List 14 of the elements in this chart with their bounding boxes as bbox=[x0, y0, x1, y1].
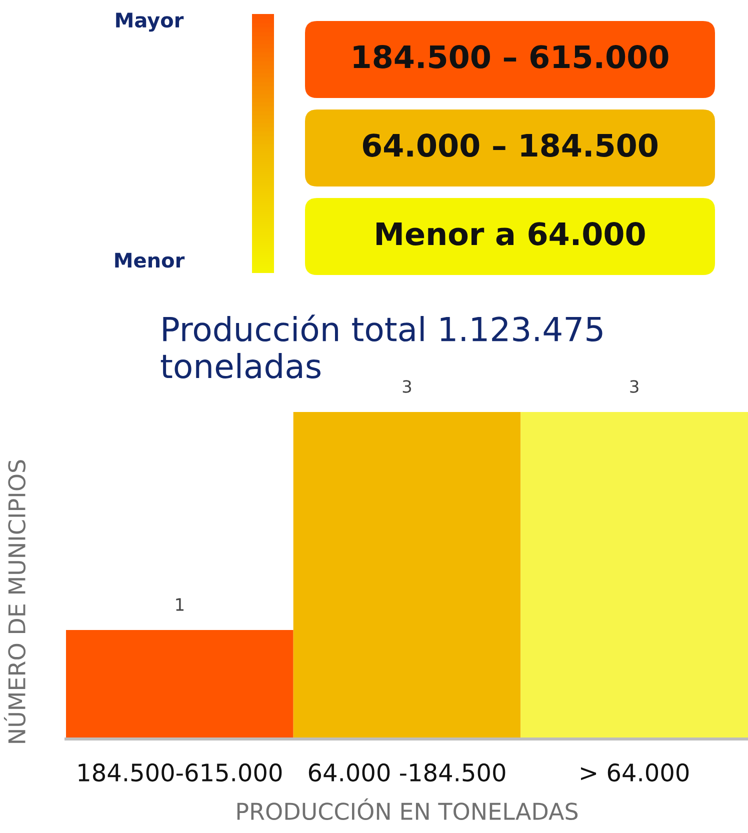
data-label: 3 bbox=[630, 380, 638, 393]
text: Mayor bbox=[116, 12, 184, 32]
x-tick-label: > 64.000 bbox=[581, 763, 689, 782]
data-label: 1 bbox=[176, 598, 184, 611]
category-label: 184.500 – 615.000 bbox=[354, 45, 668, 68]
x-tick-label: 184.500-615.000 bbox=[78, 763, 282, 782]
text: Menor bbox=[115, 252, 185, 268]
x-axis-title: PRODUCCIÓN EN TONELADAS bbox=[237, 798, 578, 820]
category-label: 64.000 – 184.500 bbox=[362, 134, 658, 157]
y-axis-title: NÚMERO DE MUNICIPIOS bbox=[4, 460, 26, 743]
chart-title: Producción total 1.123.475 toneladas bbox=[160, 314, 602, 378]
x-tick-label: 64.000 -184.500 bbox=[308, 763, 506, 782]
data-label: 3 bbox=[402, 380, 412, 393]
category-label: Menor a 64.000 bbox=[376, 222, 645, 246]
